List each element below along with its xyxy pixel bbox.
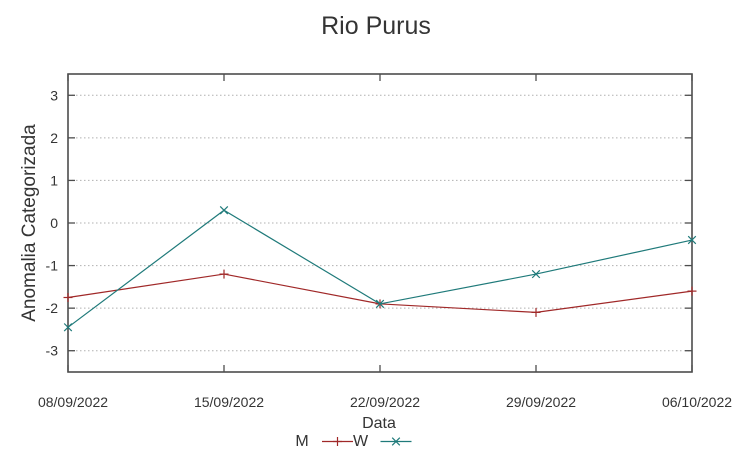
y-tick-label: 0	[50, 215, 58, 231]
chart-title: Rio Purus	[321, 12, 431, 40]
y-tick-label: -1	[46, 258, 59, 274]
legend-label-w: W	[353, 433, 369, 450]
series-w-marker	[219, 206, 229, 215]
series-w-marker	[63, 323, 73, 332]
series-w-line	[67, 209, 693, 328]
y-tick-label: 3	[50, 87, 58, 103]
plot-border	[67, 73, 693, 373]
x-tick-label: 08/09/2022	[38, 394, 108, 410]
series-w-marker	[687, 235, 697, 245]
x-tick-label: 15/09/2022	[194, 394, 264, 410]
x-tick-label: 06/10/2022	[662, 394, 732, 410]
legend-sample-marker	[391, 437, 401, 446]
y-tick-label: 2	[50, 130, 58, 146]
x-tick-label: 22/09/2022	[350, 394, 420, 410]
x-axis-label: Data	[362, 415, 396, 432]
series-w-marker	[375, 299, 385, 309]
y-tick-label: 1	[50, 172, 58, 188]
legend-label-m: M	[295, 433, 308, 450]
y-tick-label: -3	[46, 343, 59, 359]
series-w-marker	[531, 269, 541, 279]
x-tick-label: 29/09/2022	[506, 394, 576, 410]
y-tick-label: -2	[46, 300, 59, 316]
